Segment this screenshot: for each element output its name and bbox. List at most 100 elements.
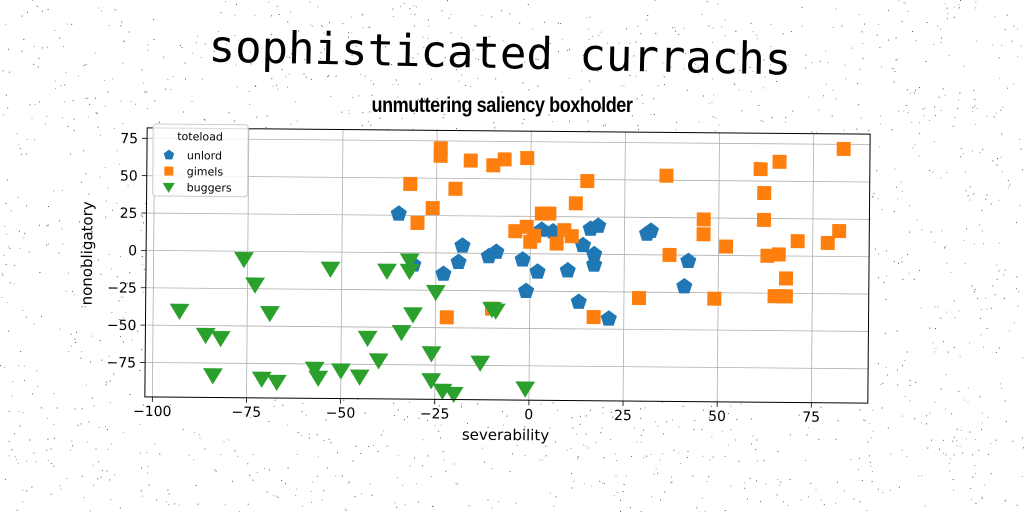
noise-speck bbox=[545, 36, 546, 38]
noise-speck bbox=[107, 187, 109, 189]
noise-speck bbox=[756, 34, 758, 36]
noise-speck bbox=[974, 105, 976, 107]
noise-speck bbox=[708, 25, 710, 27]
noise-speck bbox=[702, 95, 704, 97]
noise-speck bbox=[1007, 87, 1009, 89]
noise-speck bbox=[308, 437, 310, 439]
x-tick-label: −25 bbox=[420, 406, 450, 422]
noise-speck bbox=[983, 346, 984, 348]
noise-speck bbox=[409, 465, 411, 467]
data-point-gimels bbox=[659, 168, 674, 183]
noise-speck bbox=[756, 480, 757, 482]
noise-speck bbox=[958, 7, 960, 9]
noise-speck bbox=[236, 86, 238, 88]
noise-speck bbox=[820, 499, 822, 501]
data-point-unlord bbox=[517, 282, 535, 299]
noise-speck bbox=[108, 25, 110, 26]
noise-speck bbox=[969, 186, 971, 188]
noise-speck bbox=[80, 423, 82, 425]
noise-speck bbox=[916, 219, 918, 221]
data-point-gimels bbox=[542, 206, 557, 221]
noise-speck bbox=[600, 107, 602, 109]
noise-speck bbox=[641, 69, 643, 71]
noise-speck bbox=[663, 84, 665, 85]
noise-speck bbox=[756, 439, 758, 441]
noise-speck bbox=[576, 433, 578, 435]
noise-speck bbox=[19, 148, 21, 150]
noise-speck bbox=[316, 475, 318, 477]
noise-speck bbox=[54, 30, 56, 32]
noise-speck bbox=[522, 82, 524, 84]
noise-speck bbox=[934, 306, 936, 308]
noise-speck bbox=[654, 0, 656, 1]
noise-speck bbox=[614, 453, 616, 455]
data-point-gimels bbox=[463, 153, 478, 168]
noise-speck bbox=[670, 482, 672, 484]
noise-speck bbox=[800, 499, 802, 501]
noise-speck bbox=[9, 282, 11, 284]
noise-speck bbox=[708, 476, 710, 478]
noise-speck bbox=[981, 422, 983, 424]
noise-speck bbox=[352, 460, 354, 462]
data-point-unlord bbox=[586, 256, 603, 272]
noise-speck bbox=[8, 455, 10, 457]
noise-speck bbox=[660, 499, 662, 501]
noise-speck bbox=[630, 507, 632, 509]
noise-speck bbox=[93, 405, 95, 407]
noise-speck bbox=[963, 239, 965, 241]
noise-speck bbox=[981, 209, 983, 211]
noise-speck bbox=[308, 433, 310, 435]
noise-speck bbox=[515, 432, 517, 434]
noise-speck bbox=[197, 35, 199, 37]
noise-speck bbox=[478, 58, 479, 60]
data-point-buggers bbox=[403, 307, 423, 324]
noise-speck bbox=[487, 47, 488, 49]
noise-speck bbox=[122, 341, 124, 343]
noise-speck bbox=[1001, 44, 1003, 46]
chart-subtitle: unmuttering saliency boxholder bbox=[371, 94, 633, 117]
noise-speck bbox=[400, 6, 401, 8]
noise-speck bbox=[91, 397, 93, 399]
noise-speck bbox=[309, 1, 311, 3]
noise-speck bbox=[148, 484, 150, 486]
noise-speck bbox=[81, 181, 83, 183]
noise-speck bbox=[902, 365, 903, 367]
noise-speck bbox=[114, 474, 116, 476]
noise-speck bbox=[77, 75, 79, 77]
noise-speck bbox=[970, 487, 972, 489]
noise-speck bbox=[540, 403, 542, 405]
noise-speck bbox=[798, 414, 800, 416]
noise-speck bbox=[320, 52, 322, 54]
noise-speck bbox=[285, 483, 287, 485]
noise-speck bbox=[907, 254, 908, 256]
noise-speck bbox=[204, 43, 206, 45]
data-point-buggers bbox=[308, 370, 329, 387]
noise-speck bbox=[95, 448, 97, 450]
noise-speck bbox=[1003, 274, 1004, 276]
noise-speck bbox=[465, 85, 467, 86]
noise-speck bbox=[592, 35, 593, 37]
data-point-buggers bbox=[195, 327, 216, 345]
noise-speck bbox=[100, 273, 102, 275]
noise-speck bbox=[718, 50, 720, 52]
noise-speck bbox=[661, 401, 663, 403]
noise-speck bbox=[77, 424, 79, 426]
noise-speck bbox=[962, 153, 964, 155]
noise-speck bbox=[140, 214, 142, 216]
noise-speck bbox=[692, 475, 694, 477]
noise-speck bbox=[493, 122, 495, 124]
noise-speck bbox=[653, 114, 655, 115]
noise-speck bbox=[932, 342, 934, 344]
noise-speck bbox=[991, 44, 993, 46]
noise-speck bbox=[942, 439, 944, 441]
noise-speck bbox=[831, 115, 833, 117]
noise-speck bbox=[908, 272, 910, 274]
noise-speck bbox=[20, 351, 22, 353]
noise-speck bbox=[960, 147, 962, 149]
noise-speck bbox=[879, 123, 881, 125]
noise-speck bbox=[864, 419, 866, 421]
data-point-gimels bbox=[549, 236, 564, 251]
noise-speck bbox=[35, 461, 37, 463]
noise-speck bbox=[708, 417, 710, 419]
noise-speck bbox=[918, 270, 920, 272]
